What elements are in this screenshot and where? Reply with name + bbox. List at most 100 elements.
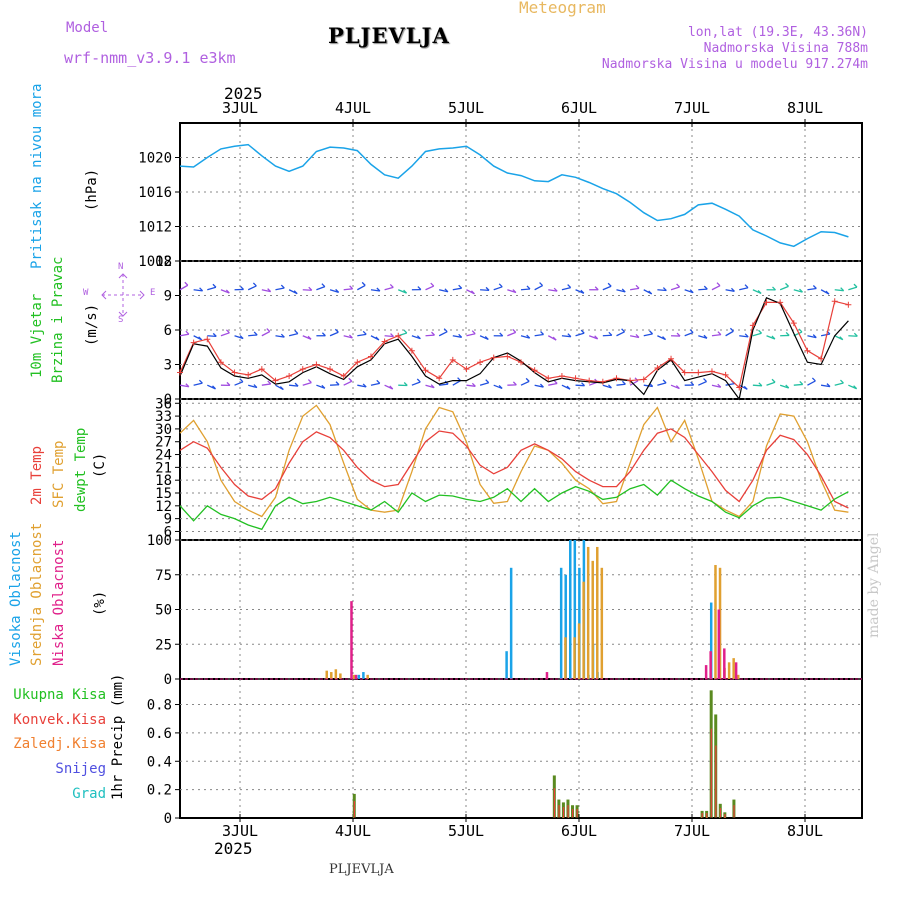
wind-vector: [725, 330, 734, 337]
wind-gust-marker: [436, 375, 443, 382]
wind-vector: [261, 289, 271, 293]
wind-vector-head: [853, 385, 858, 390]
wind-vector-head: [403, 382, 408, 386]
wind-vector: [698, 380, 707, 386]
wind-gust-marker: [763, 299, 770, 306]
wind-gust-marker: [231, 369, 238, 376]
wind-gust-marker: [340, 373, 347, 379]
wind-vector-head: [348, 334, 353, 339]
wind-vector-head: [594, 335, 599, 340]
wind-gust-marker: [354, 359, 361, 366]
wind-vector: [275, 335, 285, 338]
compass-n: N: [118, 262, 124, 272]
wind-vector: [234, 335, 244, 340]
wind-vector: [561, 286, 571, 291]
wind-vector-head: [690, 381, 695, 386]
precip-label-frz: Zaledj.Kisa: [13, 736, 106, 752]
wind-gust-marker: [408, 347, 415, 354]
wind-gust-marker: [613, 375, 620, 382]
wind-gust-marker: [640, 376, 647, 383]
cloud-mid-bar: [591, 560, 594, 679]
y-tick-label: 30: [155, 422, 172, 438]
wind-vector-head: [703, 378, 708, 382]
wind-vector: [739, 335, 749, 338]
wind-vector: [807, 380, 816, 386]
wind-vector-head: [526, 334, 531, 339]
day-label-top: 6JUL: [561, 99, 597, 117]
wind-gust-marker: [422, 367, 429, 374]
y-tick-label: 33: [155, 409, 172, 425]
y-tick-label: 27: [155, 435, 172, 451]
precip-label-total: Ukupna Kisa: [13, 687, 106, 703]
wind-vector: [793, 289, 803, 293]
wind-vector: [329, 289, 339, 294]
wind-gust-marker: [545, 375, 552, 382]
wind-vector: [684, 331, 694, 337]
wind-vector: [548, 289, 558, 292]
wind-gust-marker: [299, 366, 306, 373]
wind-vector: [616, 331, 625, 337]
day-label-bottom: 7JUL: [674, 822, 710, 840]
wind-vector-head: [771, 378, 776, 383]
wind-vector: [725, 382, 735, 386]
wind-vector-head: [307, 335, 312, 340]
wind-vector-head: [526, 285, 531, 290]
wind-gust-marker: [490, 354, 497, 361]
wind-vector-head: [567, 284, 572, 289]
wind-vector: [275, 287, 285, 291]
wind-vector: [807, 287, 817, 291]
cloud-high-bar: [569, 540, 572, 679]
wind-vector: [438, 331, 448, 337]
cloud-mid-bar: [727, 662, 731, 679]
y-tick-label: 24: [155, 448, 172, 464]
wind-gust-marker: [558, 373, 565, 379]
model-name: wrf-nmm_v3.9.1 e3km: [64, 49, 236, 67]
y-tick-label: 0: [164, 392, 172, 408]
wind-vector: [630, 287, 640, 291]
wind-vector-head: [389, 283, 394, 288]
wind-vector: [779, 285, 789, 291]
wind-vector: [657, 382, 667, 386]
wind-vector: [343, 335, 353, 339]
wind-vector: [520, 380, 530, 386]
wind-gust-marker: [681, 369, 688, 376]
y-tick-label: 1012: [138, 220, 172, 236]
day-label-bottom: 4JUL: [335, 822, 371, 840]
wind-vector-head: [403, 329, 408, 334]
wind-vector-head: [498, 283, 503, 288]
cloud-low-bar: [350, 601, 353, 679]
cloud-low-bar: [734, 662, 738, 679]
precip-conv-bar: [706, 813, 708, 818]
y-tick-label: 6: [164, 524, 172, 540]
wind-vector-head: [443, 328, 448, 333]
wind-vector: [534, 333, 544, 337]
wind-vector-head: [198, 336, 203, 341]
wind-vector: [207, 335, 217, 338]
day-label-bottom: 6JUL: [561, 822, 597, 840]
wind-vector-head: [649, 330, 654, 335]
wind-gust-marker: [381, 338, 388, 345]
cloud-high-bar: [362, 672, 365, 679]
wind-vector: [725, 289, 735, 292]
wind-gust-marker: [449, 356, 456, 363]
wind-gust-marker: [749, 322, 756, 329]
wind-vector-head: [635, 284, 640, 289]
wind-vector-head: [321, 283, 326, 288]
wind-vector: [425, 334, 435, 337]
wind-vector-head: [376, 379, 381, 384]
precip-conv-bar: [715, 745, 717, 818]
wind-vector-head: [430, 384, 435, 389]
wind-vector: [425, 285, 435, 291]
day-label-top: 8JUL: [787, 99, 823, 117]
wind-vector: [439, 289, 449, 293]
wind-vector: [493, 286, 503, 291]
wind-gust-marker: [217, 359, 224, 366]
cloud-low-bar: [704, 665, 708, 679]
wind-vector-head: [607, 282, 612, 287]
wind-vector: [452, 380, 461, 386]
wind-vector: [752, 332, 762, 337]
y-tick-label: 1020: [138, 151, 172, 167]
cloud-mid-bar: [577, 623, 581, 679]
wind-vector: [384, 335, 394, 338]
wind-vector-head: [540, 331, 545, 335]
